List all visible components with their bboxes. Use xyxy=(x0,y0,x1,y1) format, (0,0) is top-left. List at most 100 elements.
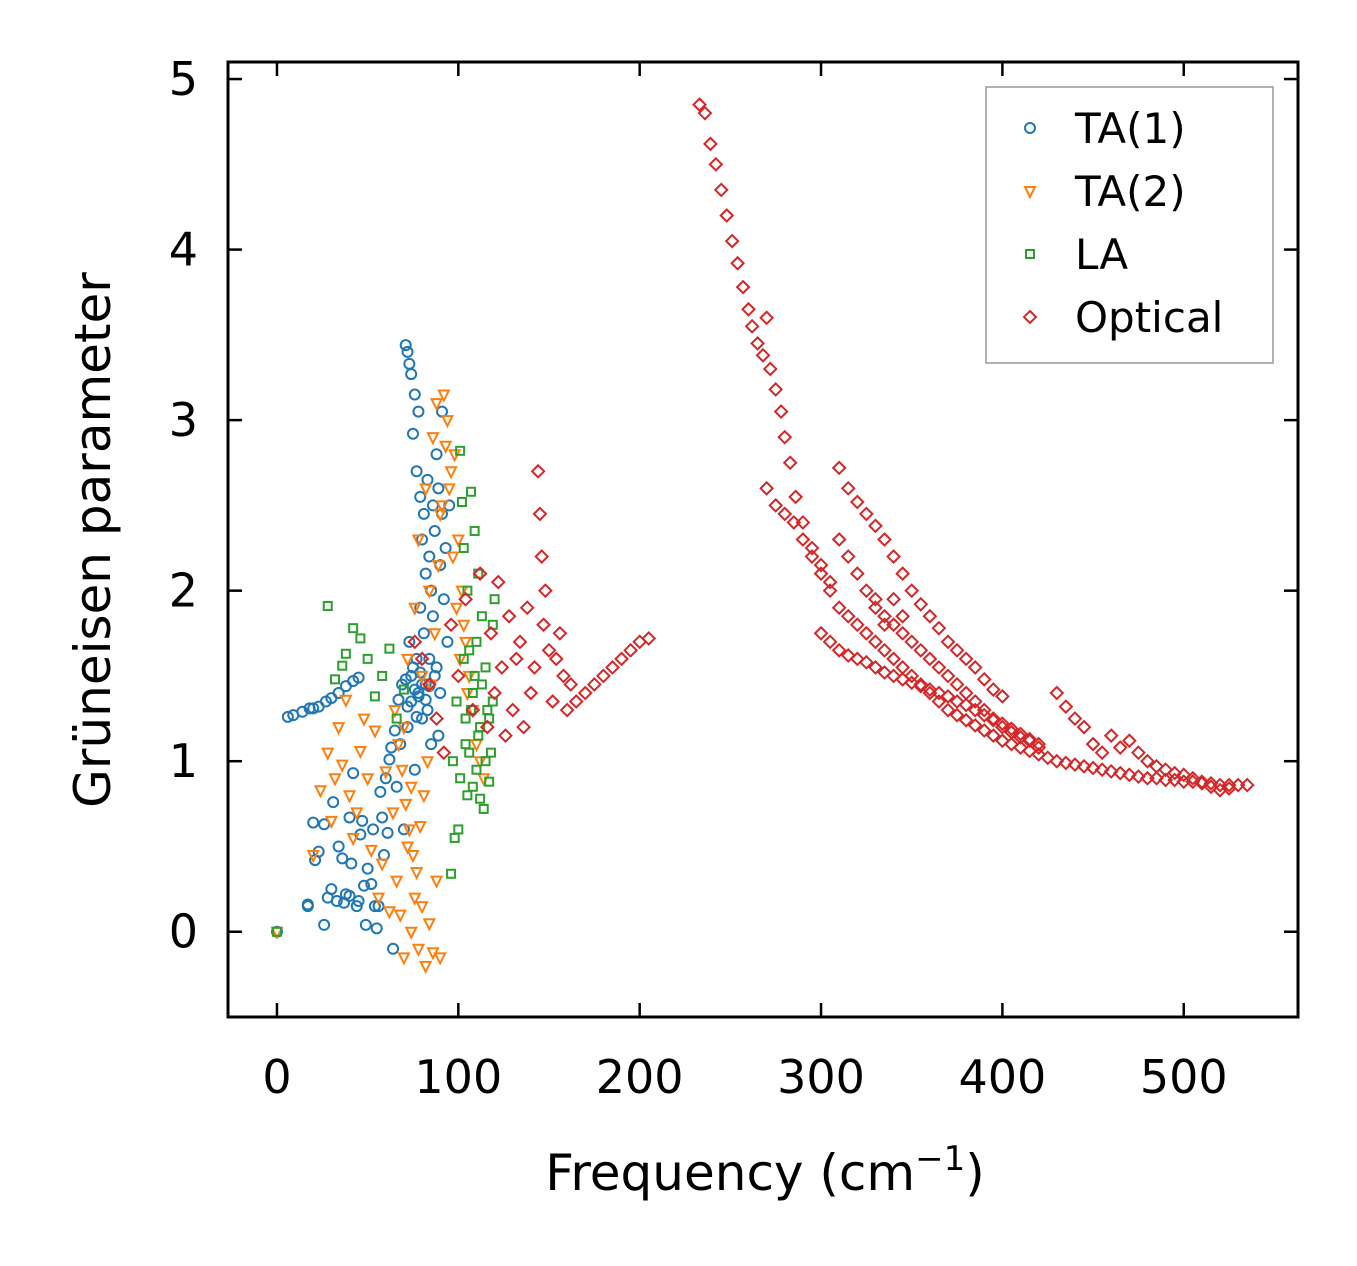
data-point xyxy=(462,670,476,685)
data-point xyxy=(343,811,356,824)
data-point xyxy=(356,814,369,827)
data-point xyxy=(1022,733,1038,749)
data-point xyxy=(417,507,430,520)
data-point xyxy=(788,489,804,505)
data-point xyxy=(403,635,416,648)
data-point xyxy=(376,811,389,824)
data-point xyxy=(412,405,425,418)
y-tick-label: 1 xyxy=(169,734,198,788)
data-point xyxy=(1149,758,1164,774)
data-point xyxy=(455,445,466,456)
data-point xyxy=(1176,767,1192,783)
data-point xyxy=(446,868,457,879)
data-point xyxy=(994,733,1010,749)
data-point xyxy=(391,713,402,724)
data-point xyxy=(439,440,453,454)
data-point xyxy=(958,697,974,713)
data-point xyxy=(1049,685,1065,701)
data-point xyxy=(450,668,466,684)
data-point xyxy=(361,773,375,787)
data-point xyxy=(949,707,965,723)
data-point xyxy=(432,482,445,495)
y-tick-label: 4 xyxy=(169,223,198,277)
data-point xyxy=(483,625,499,641)
data-point xyxy=(822,574,838,590)
data-point xyxy=(413,821,427,835)
data-point xyxy=(419,483,433,497)
data-point xyxy=(849,566,865,582)
data-point xyxy=(1076,719,1092,735)
data-point xyxy=(408,892,422,906)
data-point xyxy=(1103,728,1119,744)
data-point xyxy=(782,455,798,471)
data-point xyxy=(1239,777,1255,793)
data-point xyxy=(436,745,452,761)
data-point xyxy=(1013,740,1028,755)
data-point xyxy=(994,719,1010,735)
x-axis-label: Frequency (cm−1) xyxy=(545,1139,985,1202)
legend-item: LA xyxy=(1025,230,1128,279)
data-point xyxy=(440,415,455,429)
y-tick-label: 3 xyxy=(169,393,198,447)
data-point xyxy=(443,617,459,633)
data-point xyxy=(421,473,434,486)
data-point xyxy=(1158,762,1174,778)
data-point xyxy=(577,685,593,701)
x-tick-label: 0 xyxy=(262,1050,291,1104)
data-point xyxy=(1194,774,1210,790)
data-point xyxy=(831,600,847,616)
series-ta-1 xyxy=(270,339,456,955)
data-point xyxy=(379,766,393,780)
series-optical xyxy=(407,97,1255,798)
data-point xyxy=(840,648,856,663)
data-point xyxy=(813,557,829,573)
data-point xyxy=(330,674,340,685)
data-point xyxy=(1031,740,1047,755)
data-point xyxy=(1004,724,1019,740)
data-point xyxy=(457,619,471,634)
data-point xyxy=(755,347,771,363)
data-point xyxy=(471,636,482,647)
data-point xyxy=(404,781,418,796)
data-point xyxy=(476,679,487,690)
data-point xyxy=(822,583,838,599)
data-point xyxy=(858,654,874,670)
data-point xyxy=(1067,711,1083,726)
data-point xyxy=(868,518,883,534)
data-point xyxy=(519,600,535,616)
data-point xyxy=(886,668,901,684)
data-point xyxy=(400,841,415,855)
y-tick-label: 0 xyxy=(169,905,198,959)
data-point xyxy=(868,591,883,607)
data-point xyxy=(949,642,965,658)
legend-frame xyxy=(985,86,1274,364)
data-point xyxy=(886,549,901,564)
data-point xyxy=(895,566,911,582)
data-point xyxy=(548,651,564,667)
data-point xyxy=(967,702,983,718)
data-point xyxy=(702,136,718,152)
data-point xyxy=(469,525,480,536)
data-point xyxy=(1203,779,1219,795)
data-point xyxy=(552,625,568,641)
legend-marker xyxy=(1022,309,1038,325)
data-point xyxy=(358,879,371,892)
data-point xyxy=(1076,758,1092,774)
data-point xyxy=(877,665,892,680)
data-point xyxy=(877,532,892,547)
y-tick-label: 5 xyxy=(169,52,198,106)
data-point xyxy=(768,382,784,397)
data-point xyxy=(411,943,426,958)
data-point xyxy=(343,889,356,902)
data-point xyxy=(536,617,551,633)
data-point xyxy=(410,710,423,723)
data-point xyxy=(369,691,380,702)
data-point xyxy=(895,659,911,675)
data-point xyxy=(392,693,405,706)
data-point xyxy=(437,593,450,606)
data-point xyxy=(692,97,707,113)
data-point xyxy=(976,671,992,687)
data-point xyxy=(512,634,528,650)
data-point xyxy=(381,826,394,839)
data-point xyxy=(324,815,338,830)
